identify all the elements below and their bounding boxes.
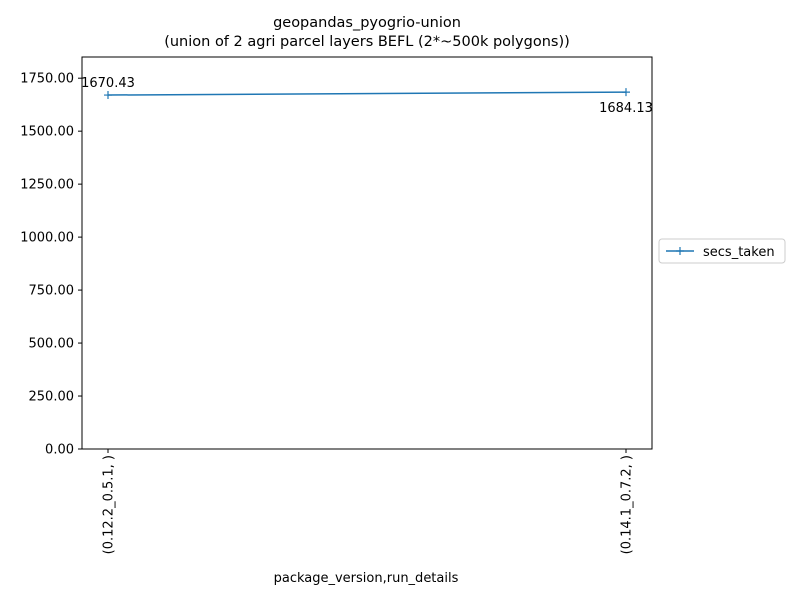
y-tick-label: 1000.00 bbox=[20, 231, 74, 246]
y-tick-label: 1250.00 bbox=[20, 178, 74, 193]
y-tick-label: 1500.00 bbox=[20, 125, 74, 140]
data-label: 1684.13 bbox=[599, 101, 653, 116]
y-axis: 0.00 250.00 500.00 750.00 1000.00 1250.00 1500… bbox=[20, 72, 82, 458]
y-tick-label: 0.00 bbox=[45, 443, 74, 458]
x-axis: (0.12.2_0.5.1, ) (0.14.1_0.7.2, ) bbox=[102, 449, 635, 554]
legend-box bbox=[658, 238, 786, 264]
chart-title-line2: (union of 2 agri parcel layers BEFL (2*~… bbox=[164, 34, 570, 50]
y-tick-label: 250.00 bbox=[29, 390, 75, 405]
data-point-marker bbox=[104, 91, 112, 100]
x-tick-label: (0.14.1_0.7.2, ) bbox=[620, 455, 635, 554]
legend-plus-marker-icon bbox=[676, 247, 684, 255]
data-point-marker bbox=[622, 88, 630, 97]
legend[interactable]: secs_taken bbox=[658, 238, 786, 264]
series-line bbox=[107, 91, 627, 96]
plot-area bbox=[81, 56, 653, 450]
data-label: 1670.43 bbox=[81, 76, 135, 91]
legend-label: secs_taken bbox=[703, 245, 775, 260]
x-tick-label: (0.12.2_0.5.1, ) bbox=[102, 455, 117, 554]
y-tick-label: 1750.00 bbox=[20, 72, 74, 87]
series-layer bbox=[104, 88, 630, 100]
chart-title-line1: geopandas_pyogrio-union bbox=[273, 15, 461, 31]
x-axis-label: package_version,run_details bbox=[274, 571, 459, 586]
y-tick-label: 750.00 bbox=[29, 284, 75, 299]
data-labels: 1670.43 1684.13 bbox=[81, 76, 653, 116]
y-tick-label: 500.00 bbox=[29, 337, 75, 352]
